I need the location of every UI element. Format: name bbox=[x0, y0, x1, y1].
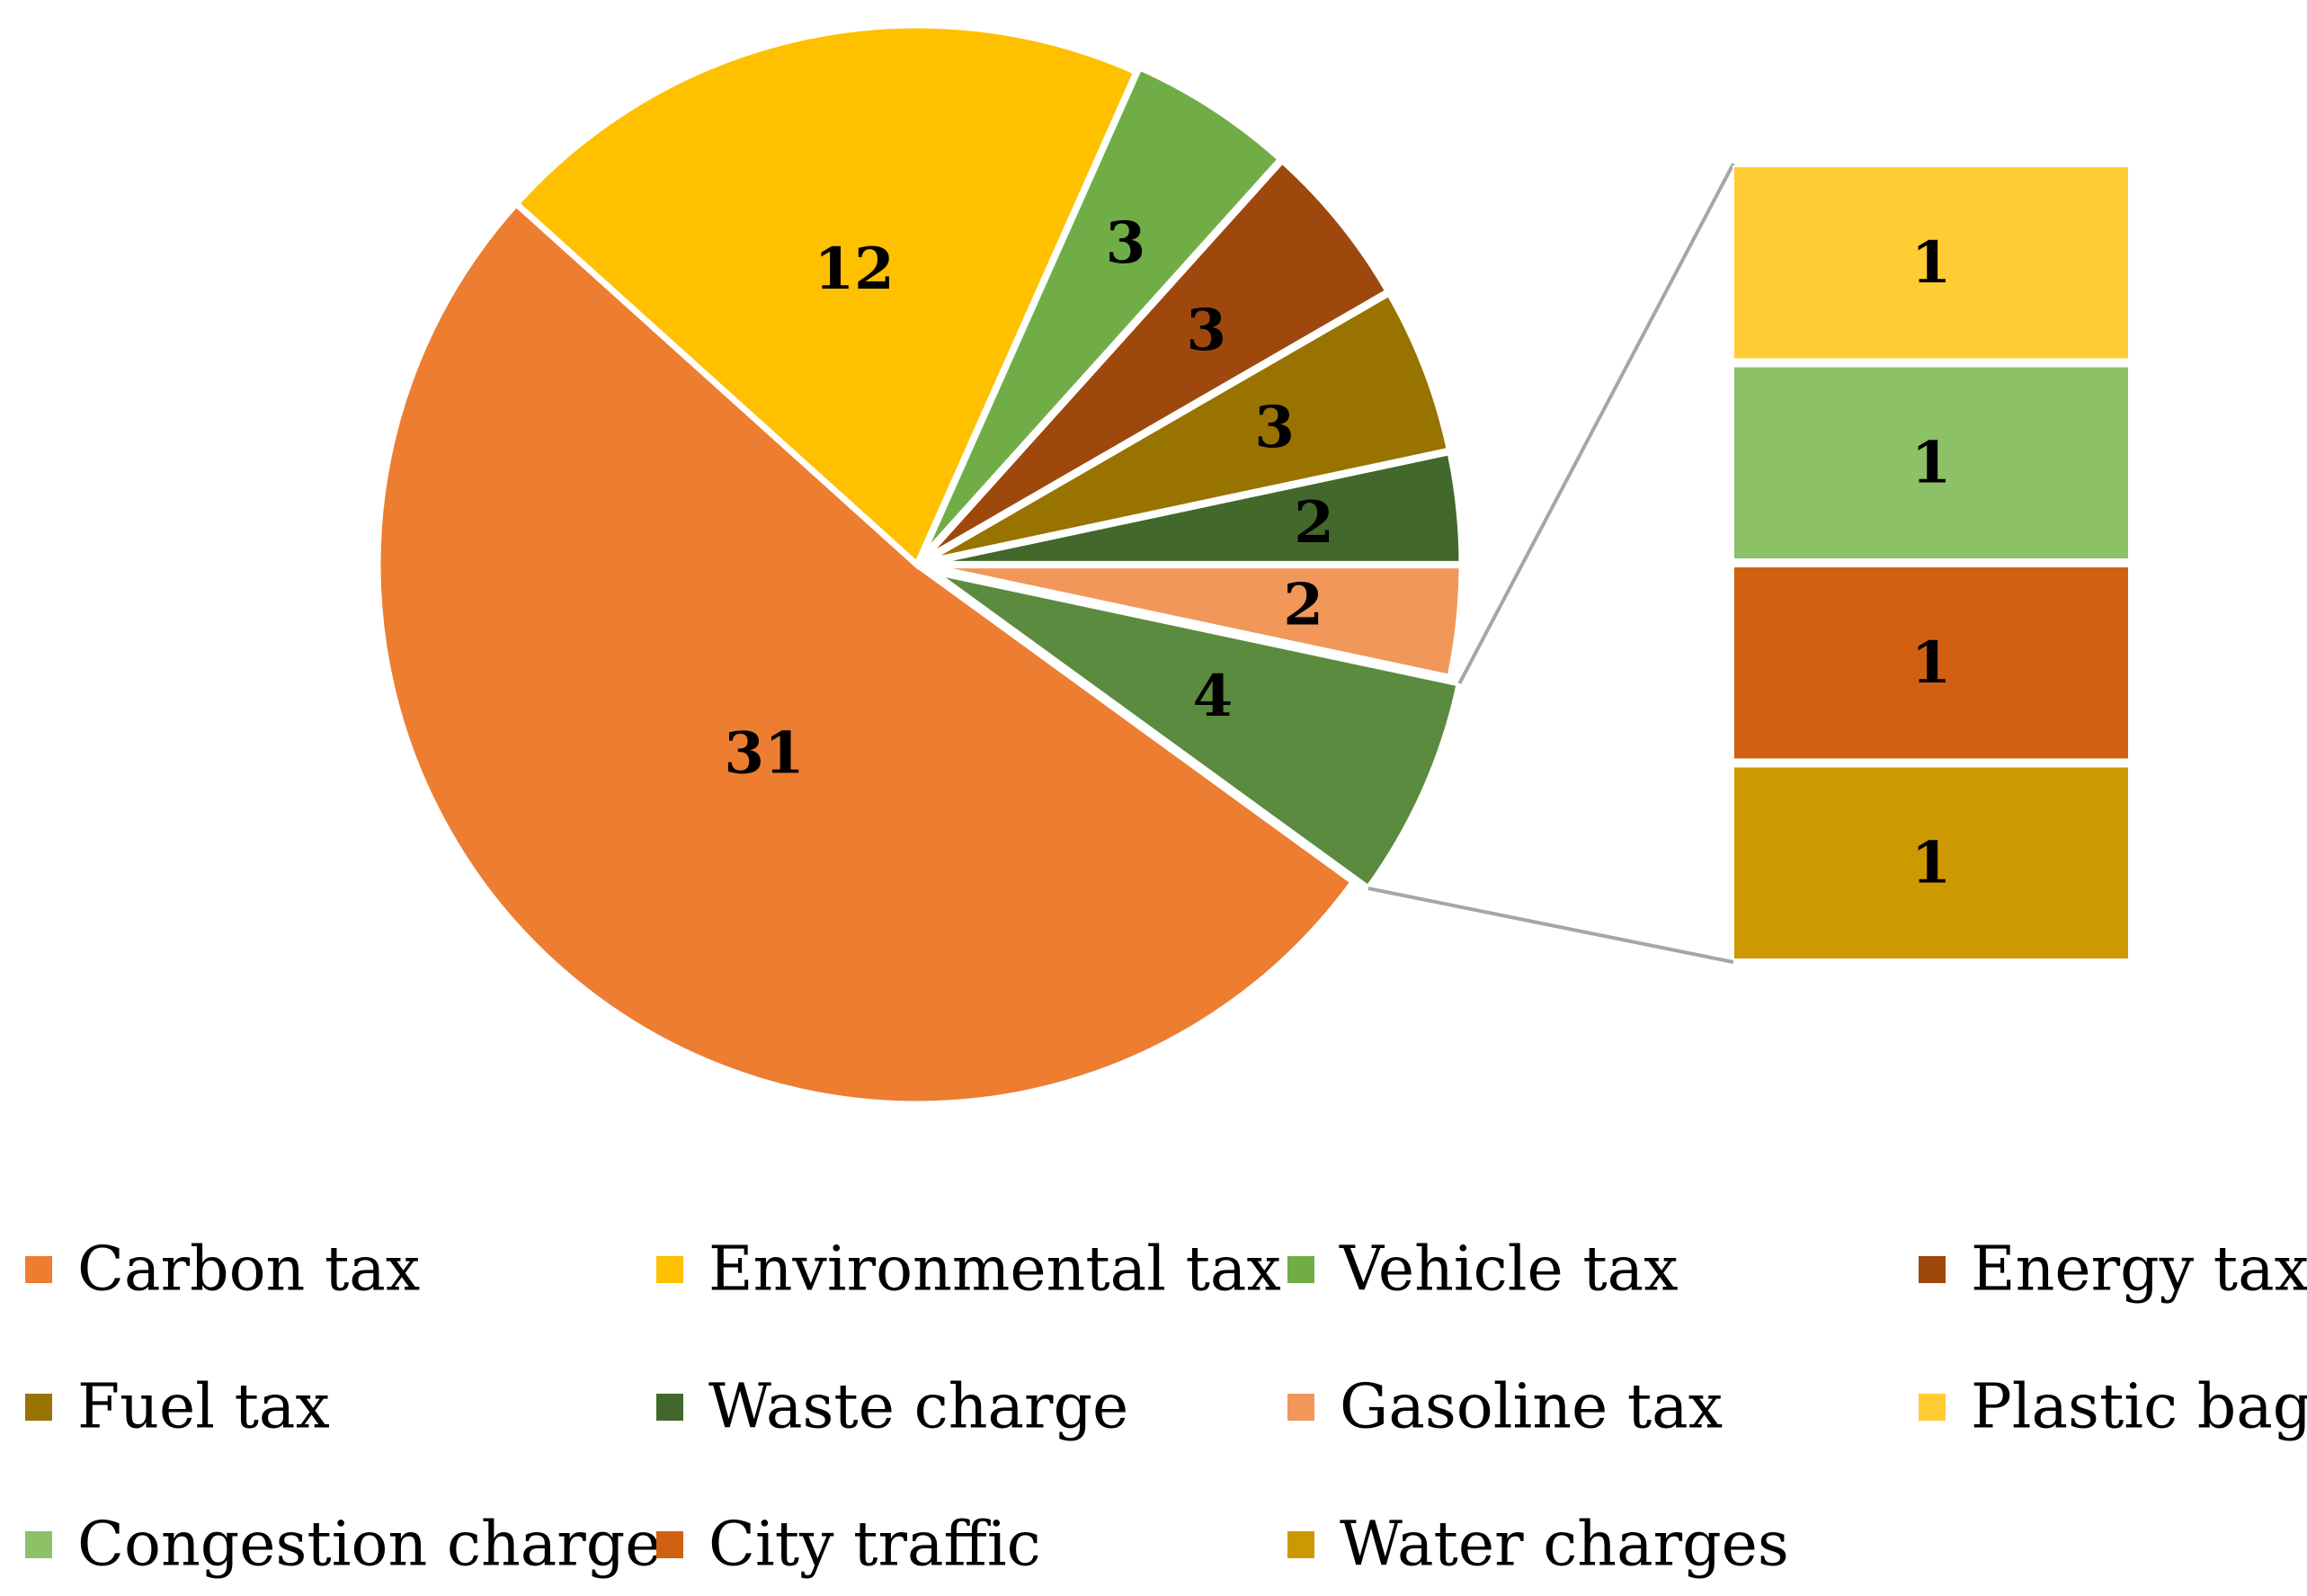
legend-label-environmental-tax: Environmental tax bbox=[708, 1235, 1281, 1306]
slice-energy-tax bbox=[919, 156, 1394, 565]
connector-line-bottom bbox=[1367, 887, 1734, 964]
legend-label-fuel-tax: Fuel tax bbox=[77, 1372, 330, 1443]
legend-item-congestion-charge: Congestion charge bbox=[25, 1510, 662, 1581]
bar-label-plastic-bag: 1 bbox=[1911, 229, 1952, 297]
data-label-other: 4 bbox=[1193, 663, 1234, 730]
legend: Carbon tax Environmental tax Vehicle tax En… bbox=[25, 1235, 2307, 1581]
legend-item-energy-tax: Energy tax bbox=[1919, 1235, 2307, 1306]
legend-label-vehicle-tax: Vehicle tax bbox=[1339, 1235, 1679, 1306]
legend-swatch-gasoline-tax bbox=[1287, 1394, 1314, 1421]
legend-swatch-waste-charge bbox=[656, 1394, 683, 1421]
legend-label-carbon-tax: Carbon tax bbox=[77, 1235, 420, 1306]
legend-item-plastic-bag: Plastic bag bbox=[1919, 1372, 2307, 1443]
legend-item-fuel-tax: Fuel tax bbox=[25, 1372, 330, 1443]
legend-swatch-environmental-tax bbox=[656, 1256, 683, 1283]
slice-environmental-tax: 12 bbox=[512, 22, 1141, 570]
legend-label-gasoline-tax: Gasoline tax bbox=[1340, 1372, 1723, 1443]
breakdown-bar: 1 1 1 1 bbox=[1732, 165, 2130, 960]
slice-gasoline-tax: 2 bbox=[922, 562, 1465, 682]
slice-vehicle-tax bbox=[917, 63, 1286, 563]
data-label-gasoline-tax: 2 bbox=[1283, 572, 1323, 639]
connector-line-top bbox=[1457, 163, 1735, 685]
legend-label-plastic-bag: Plastic bag bbox=[1971, 1372, 2307, 1443]
legend-swatch-water-charges bbox=[1287, 1531, 1314, 1558]
slice-gasoline-tax bbox=[922, 562, 1465, 682]
legend-swatch-fuel-tax bbox=[25, 1394, 52, 1421]
legend-label-energy-tax: Energy tax bbox=[1971, 1235, 2307, 1306]
slice-environmental-tax bbox=[512, 22, 1141, 570]
legend-item-water-charges: Water charges bbox=[1287, 1510, 1789, 1581]
bar-label-city-traffic: 1 bbox=[1911, 629, 1952, 697]
slice-vehicle-tax: 3 bbox=[917, 63, 1286, 563]
legend-item-carbon-tax: Carbon tax bbox=[25, 1235, 420, 1306]
bar-segment-plastic-bag bbox=[1732, 165, 2130, 361]
data-label-carbon-tax: 31 bbox=[725, 719, 805, 787]
legend-label-city-traffic: City traffic bbox=[708, 1510, 1041, 1581]
legend-swatch-energy-tax bbox=[1919, 1256, 1946, 1283]
legend-item-vehicle-tax: Vehicle tax bbox=[1287, 1235, 1679, 1306]
legend-swatch-vehicle-tax bbox=[1287, 1256, 1314, 1283]
data-label-environmental-tax: 12 bbox=[815, 236, 895, 303]
slice-energy-tax: 3 bbox=[919, 156, 1394, 565]
slice-fuel-tax bbox=[920, 289, 1454, 566]
legend-item-city-traffic: City traffic bbox=[656, 1510, 1041, 1581]
bar-segment-city-traffic bbox=[1732, 566, 2130, 761]
legend-swatch-plastic-bag bbox=[1919, 1394, 1946, 1421]
legend-swatch-congestion-charge bbox=[25, 1531, 52, 1558]
bar-label-water-charges: 1 bbox=[1911, 829, 1952, 896]
legend-item-gasoline-tax: Gasoline tax bbox=[1287, 1372, 1723, 1443]
slice-carbon-tax bbox=[374, 199, 1358, 1108]
bar-segment-water-charges bbox=[1732, 765, 2130, 960]
connector-lines bbox=[1367, 163, 1735, 964]
bar-segment-congestion-charge bbox=[1732, 365, 2130, 560]
slice-fuel-tax: 3 bbox=[920, 289, 1454, 566]
slice-other bbox=[930, 567, 1464, 893]
legend-swatch-city-traffic bbox=[656, 1531, 683, 1558]
legend-item-waste-charge: Waste charge bbox=[656, 1372, 1128, 1443]
legend-swatch-carbon-tax bbox=[25, 1256, 52, 1283]
legend-item-environmental-tax: Environmental tax bbox=[656, 1235, 1281, 1306]
data-label-vehicle-tax: 3 bbox=[1106, 210, 1146, 277]
bar-label-congestion-charge: 1 bbox=[1911, 429, 1952, 496]
data-label-waste-charge: 2 bbox=[1294, 489, 1334, 557]
slice-other: 4 bbox=[930, 567, 1464, 893]
data-label-fuel-tax: 3 bbox=[1254, 394, 1295, 461]
data-label-energy-tax: 3 bbox=[1186, 297, 1226, 364]
slice-waste-charge: 2 bbox=[922, 448, 1465, 567]
legend-label-congestion-charge: Congestion charge bbox=[77, 1510, 662, 1581]
legend-label-waste-charge: Waste charge bbox=[708, 1372, 1128, 1443]
legend-label-water-charges: Water charges bbox=[1340, 1510, 1789, 1581]
slice-carbon-tax: 31 bbox=[374, 199, 1358, 1108]
